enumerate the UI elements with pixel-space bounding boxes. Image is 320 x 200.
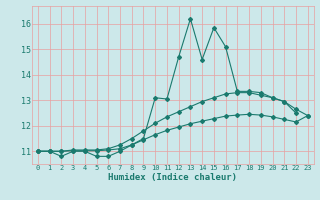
X-axis label: Humidex (Indice chaleur): Humidex (Indice chaleur) xyxy=(108,173,237,182)
